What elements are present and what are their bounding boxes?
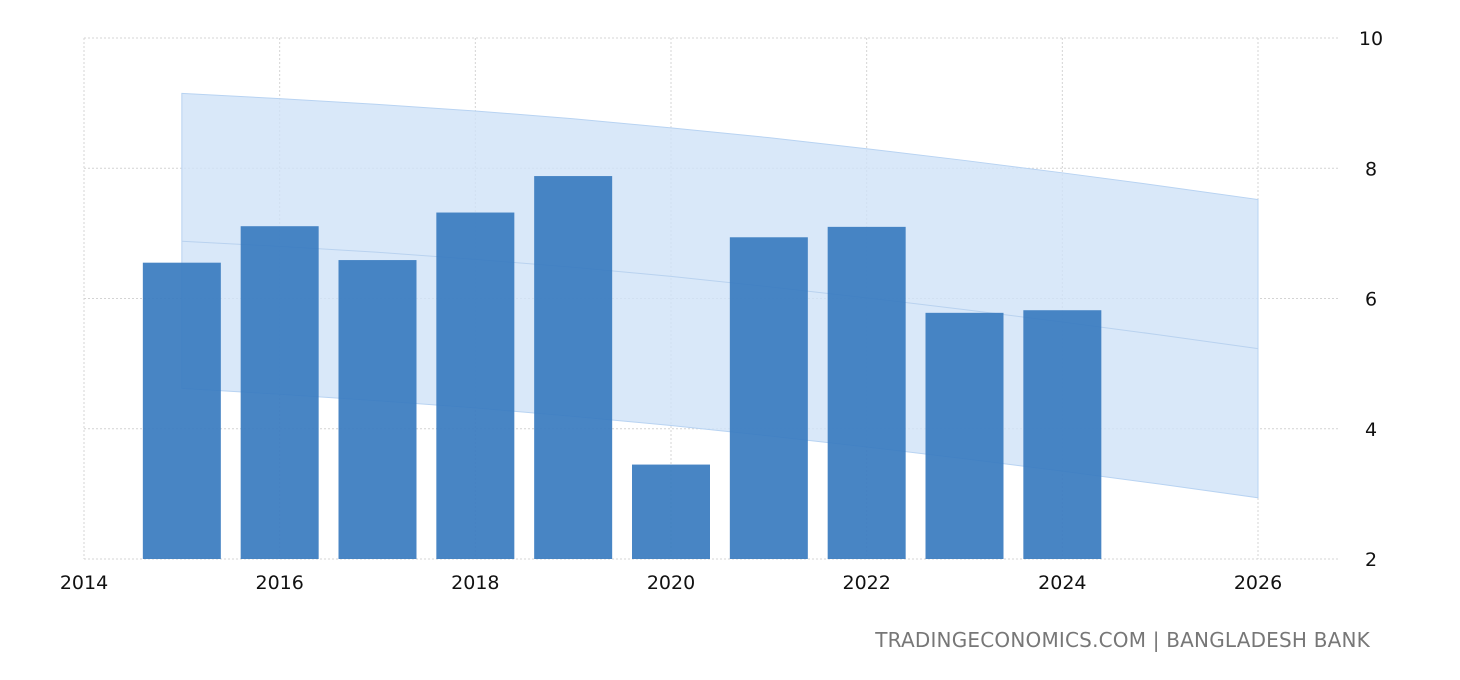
y-tick-label: 2 <box>1365 549 1377 571</box>
bar-2021 <box>729 237 808 559</box>
x-tick-label: 2024 <box>1038 572 1086 594</box>
bar-2015 <box>142 262 221 559</box>
x-axis: 2014 2016 2018 2020 2022 2024 2026 <box>60 572 1282 594</box>
bar-2017 <box>338 260 417 559</box>
x-tick-label: 2018 <box>451 572 499 594</box>
bar-2023 <box>925 312 1004 559</box>
bar-2019 <box>534 176 613 559</box>
source-credit: TRADINGECONOMICS.COM | BANGLADESH BANK <box>875 628 1370 652</box>
bar-2020 <box>632 464 710 559</box>
x-tick-label: 2026 <box>1234 572 1282 594</box>
bar-2018 <box>436 212 515 559</box>
x-tick-label: 2014 <box>60 572 108 594</box>
y-tick-label: 8 <box>1365 158 1377 180</box>
bar-2016 <box>240 226 319 559</box>
x-tick-label: 2020 <box>647 572 695 594</box>
y-tick-label: 6 <box>1365 289 1377 311</box>
x-tick-label: 2022 <box>842 572 890 594</box>
y-tick-label: 4 <box>1365 419 1377 441</box>
x-tick-label: 2016 <box>255 572 303 594</box>
y-tick-label: 10 <box>1359 28 1383 50</box>
y-axis: 2 4 6 8 10 <box>1359 28 1383 571</box>
bar-2022 <box>827 226 906 560</box>
bar-2024 <box>1023 310 1102 559</box>
bars <box>142 176 1102 560</box>
